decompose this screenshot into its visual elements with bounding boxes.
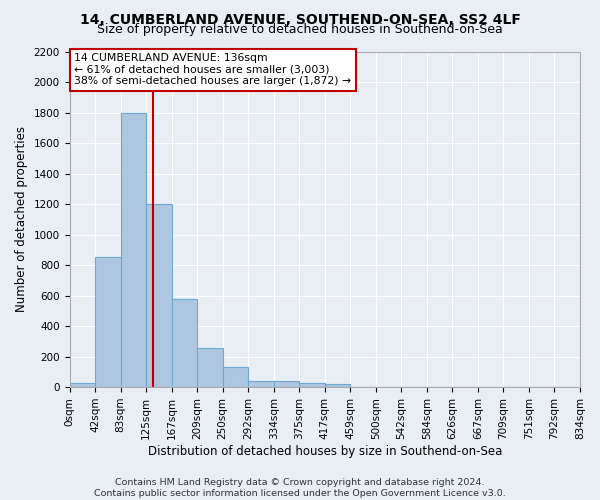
Text: 14 CUMBERLAND AVENUE: 136sqm
← 61% of detached houses are smaller (3,003)
38% of: 14 CUMBERLAND AVENUE: 136sqm ← 61% of de… <box>74 53 351 86</box>
Bar <box>197 348 223 387</box>
Bar <box>70 384 95 387</box>
Bar <box>274 380 299 387</box>
Bar <box>172 298 197 387</box>
Bar <box>146 204 172 387</box>
Text: Size of property relative to detached houses in Southend-on-Sea: Size of property relative to detached ho… <box>97 22 503 36</box>
Bar <box>248 380 274 387</box>
Bar <box>299 383 325 387</box>
Y-axis label: Number of detached properties: Number of detached properties <box>15 126 28 312</box>
Text: Contains HM Land Registry data © Crown copyright and database right 2024.
Contai: Contains HM Land Registry data © Crown c… <box>94 478 506 498</box>
Bar <box>121 112 146 387</box>
Bar <box>95 258 121 387</box>
Bar <box>223 368 248 387</box>
Bar <box>325 384 350 387</box>
Text: 14, CUMBERLAND AVENUE, SOUTHEND-ON-SEA, SS2 4LF: 14, CUMBERLAND AVENUE, SOUTHEND-ON-SEA, … <box>80 12 520 26</box>
X-axis label: Distribution of detached houses by size in Southend-on-Sea: Distribution of detached houses by size … <box>148 444 502 458</box>
